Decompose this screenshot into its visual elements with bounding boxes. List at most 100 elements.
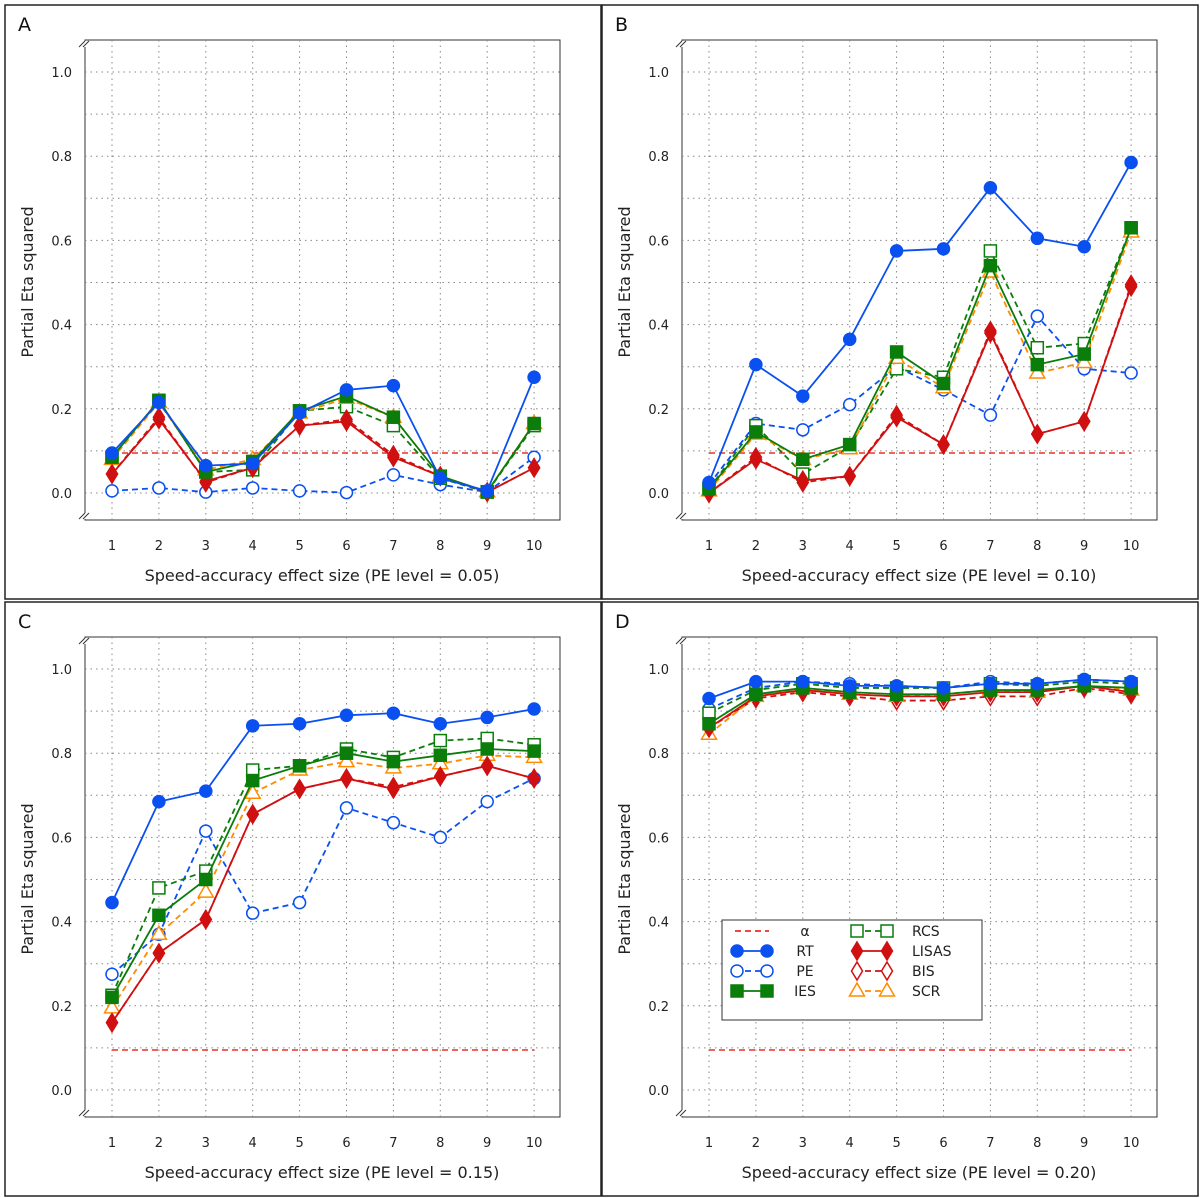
x-axis-label: Speed-accuracy effect size (PE level = 0… — [145, 566, 500, 585]
y-tick-label: 1.0 — [51, 66, 72, 81]
x-tick-label: 1 — [705, 1136, 713, 1151]
legend-marker — [880, 960, 894, 982]
legend-label: PE — [796, 964, 813, 980]
x-tick-label: 8 — [1033, 1136, 1041, 1151]
data-point — [889, 244, 904, 258]
series-scr — [700, 222, 1140, 497]
x-tick-label: 9 — [1080, 1136, 1088, 1151]
legend-marker — [760, 984, 774, 998]
legend-label: RCS — [912, 924, 940, 940]
data-point — [936, 681, 951, 695]
data-point — [1077, 410, 1091, 432]
x-tick-label: 3 — [799, 539, 807, 554]
x-tick-label: 2 — [752, 1136, 760, 1151]
x-tick-label: 3 — [799, 1136, 807, 1151]
data-point — [152, 481, 166, 495]
data-point — [199, 824, 213, 838]
panel-letter: D — [615, 611, 630, 633]
data-point — [386, 410, 401, 424]
data-point — [796, 674, 810, 689]
data-point — [1077, 347, 1091, 361]
axis-break-mark — [82, 40, 90, 48]
legend-label: LISAS — [912, 944, 952, 960]
series-line — [111, 417, 535, 494]
data-point — [983, 258, 998, 273]
y-tick-label: 0.2 — [51, 1000, 72, 1015]
x-tick-label: 10 — [1123, 539, 1140, 554]
series-rt — [702, 672, 1138, 706]
data-point — [386, 706, 401, 720]
series-line — [111, 398, 535, 494]
panel-b: B 1 2 3 4 5 6 7 8 9 10 0.0 0.2 0.4 0.6 0.8 1.0 Speed-accu… — [601, 4, 1199, 600]
panel-letter: A — [18, 14, 31, 36]
series-line — [708, 231, 1132, 492]
data-point — [152, 408, 166, 430]
series-line — [111, 415, 535, 494]
series-line — [111, 397, 535, 493]
data-point — [527, 768, 541, 789]
x-tick-label: 3 — [202, 539, 210, 554]
x-tick-label: 1 — [108, 539, 116, 554]
data-point — [527, 457, 541, 479]
axis-break-mark — [679, 637, 687, 645]
x-tick-label: 9 — [1080, 539, 1088, 554]
data-point — [842, 397, 857, 412]
series-rcs — [702, 221, 1138, 496]
data-point — [937, 434, 950, 456]
data-point — [702, 716, 716, 731]
data-point — [984, 322, 997, 344]
x-tick-label: 1 — [705, 539, 713, 554]
series-rcs — [105, 393, 541, 499]
series-line — [708, 684, 1132, 725]
panel-border — [601, 4, 1199, 600]
series-line — [708, 687, 1132, 729]
data-point — [292, 716, 307, 731]
x-tick-label: 4 — [846, 539, 854, 554]
data-point — [245, 719, 260, 733]
data-point — [105, 463, 119, 485]
x-tick-label: 4 — [249, 539, 257, 554]
data-point — [889, 362, 904, 376]
data-point — [386, 378, 401, 393]
data-point — [480, 484, 494, 498]
data-point — [386, 754, 401, 769]
data-point — [386, 815, 401, 830]
data-point — [889, 679, 904, 693]
series-line — [111, 764, 535, 1024]
data-point — [1124, 155, 1138, 170]
data-point — [337, 752, 356, 768]
legend-label: IES — [794, 984, 816, 1000]
y-tick-label: 1.0 — [51, 663, 72, 678]
data-point — [105, 446, 119, 460]
y-tick-label: 0.2 — [51, 403, 72, 418]
data-point — [339, 801, 354, 815]
x-tick-label: 5 — [295, 1136, 303, 1151]
x-tick-label: 7 — [986, 539, 994, 554]
data-point — [983, 181, 998, 195]
legend-marker — [760, 964, 774, 978]
series-pe — [105, 771, 541, 981]
x-tick-label: 1 — [108, 1136, 116, 1151]
legend-label: RT — [796, 944, 814, 960]
data-point — [293, 415, 306, 437]
data-point — [340, 410, 353, 432]
data-point — [433, 471, 448, 486]
data-point — [199, 909, 213, 930]
y-tick-label: 0.8 — [648, 747, 669, 762]
data-point — [983, 244, 998, 258]
data-point — [1124, 674, 1138, 689]
x-tick-label: 4 — [846, 1136, 854, 1151]
data-point — [339, 746, 354, 760]
legend-marker — [730, 944, 744, 958]
legend-label: α — [800, 924, 809, 940]
y-tick-label: 0.0 — [51, 487, 72, 502]
legend-marker — [850, 940, 864, 962]
series-line — [111, 737, 535, 996]
data-point — [1028, 363, 1047, 379]
data-point — [842, 679, 857, 693]
data-point — [340, 768, 353, 789]
data-point — [433, 733, 448, 748]
legend-label: SCR — [912, 984, 941, 1000]
y-axis-label: Partial Eta squared — [615, 206, 634, 357]
series-line — [111, 764, 535, 1024]
